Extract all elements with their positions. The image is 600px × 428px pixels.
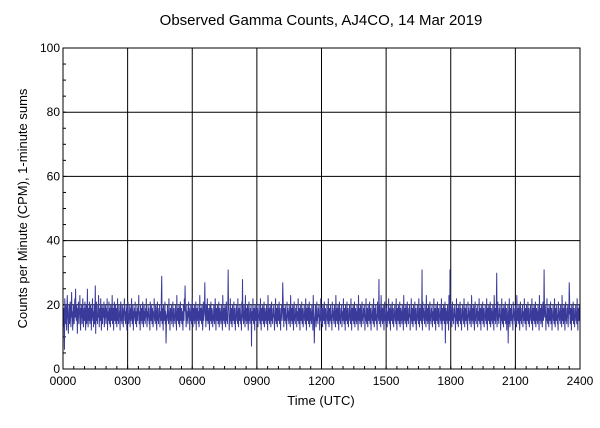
x-tick-label: 0600: [179, 374, 206, 388]
x-tick-label: 1800: [437, 374, 464, 388]
y-axis-title: Counts per Minute (CPM), 1-minute sums: [15, 88, 30, 328]
x-tick-label: 2100: [502, 374, 529, 388]
x-axis-title: Time (UTC): [287, 393, 354, 408]
x-tick-label: 2400: [567, 374, 594, 388]
x-tick-label: 1200: [308, 374, 335, 388]
x-tick-label: 0300: [114, 374, 141, 388]
y-tick-label: 0: [53, 362, 60, 376]
x-tick-labels: 0000 0300 0600 0900 1200 1500 1800 2100 2400: [50, 374, 594, 388]
y-tick-label: 100: [40, 41, 60, 55]
y-tick-label: 80: [47, 105, 61, 119]
series-line-gamma-cpm: [62, 269, 581, 350]
x-tick-label: 0900: [244, 374, 271, 388]
chart-title: Observed Gamma Counts, AJ4CO, 14 Mar 201…: [160, 12, 483, 29]
plot-frame: [62, 47, 581, 370]
x-tick-label: 1500: [373, 374, 400, 388]
y-tick-label: 40: [47, 234, 61, 248]
y-tick-label: 20: [47, 298, 61, 312]
y-tick-label: 60: [47, 169, 61, 183]
y-tick-labels: 0 20 40 60 80 100: [40, 41, 60, 376]
x-tick-label: 0000: [50, 374, 77, 388]
